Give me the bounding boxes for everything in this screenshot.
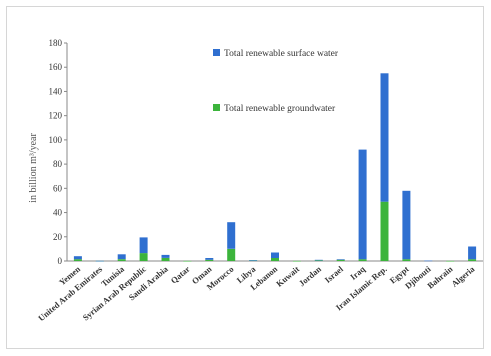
x-tick-label: Jordan — [297, 264, 324, 289]
x-tick-label: Qatar — [169, 264, 192, 286]
bar-segment-groundwater — [271, 258, 279, 261]
bar-segment-groundwater — [161, 258, 170, 261]
bar-segment-groundwater — [446, 260, 455, 262]
bar-segment-groundwater — [380, 201, 389, 261]
y-tick-label: 100 — [49, 135, 63, 145]
bar-segment-surface-water — [336, 259, 345, 260]
bar-segment-surface-water — [468, 246, 477, 260]
bars — [73, 73, 477, 262]
bar-segment-groundwater — [468, 259, 477, 261]
bar-segment-surface-water — [249, 260, 258, 261]
y-tick-label: 60 — [53, 183, 63, 193]
bar-segment-surface-water — [358, 149, 367, 260]
bar-segment-surface-water — [161, 254, 170, 258]
y-tick-label: 80 — [53, 159, 63, 169]
bar-segment-groundwater — [139, 253, 148, 261]
bar-segment-groundwater — [73, 259, 82, 261]
bar-segment-groundwater — [117, 259, 126, 261]
y-tick-label: 20 — [53, 232, 63, 242]
chart-frame — [6, 6, 484, 349]
bar-segment-surface-water — [402, 190, 411, 260]
legend-swatch — [213, 104, 220, 111]
bar-segment-groundwater — [336, 259, 345, 261]
bar-segment-surface-water — [227, 222, 236, 249]
x-tick-label: Algeria — [449, 263, 477, 288]
bar-segment-surface-water — [424, 260, 433, 262]
bar-segment-groundwater — [292, 260, 301, 262]
y-tick-label: 120 — [49, 111, 63, 121]
bar-segment-surface-water — [139, 237, 148, 254]
legend: Total renewable surface water Total renew… — [213, 48, 339, 114]
legend-label: Total renewable surface water — [224, 48, 339, 59]
y-tick-label: 0 — [58, 256, 63, 266]
y-tick-label: 160 — [49, 62, 63, 72]
legend-label: Total renewable groundwater — [224, 104, 336, 114]
bar-segment-surface-water — [380, 73, 389, 202]
bar-segment-groundwater — [205, 259, 214, 261]
x-tick-label: Bahrain — [425, 264, 454, 291]
y-tick-label: 140 — [49, 86, 63, 96]
bar-segment-surface-water — [271, 252, 279, 258]
x-tick-label: Kuwait — [274, 264, 301, 289]
y-axis-label: in billion m³/year — [28, 133, 39, 203]
bar-segment-groundwater — [358, 259, 367, 261]
y-tick-label: 40 — [53, 208, 63, 218]
bar-segment-groundwater — [402, 259, 411, 261]
bar-segment-surface-water — [73, 256, 82, 260]
bar-segment-surface-water — [95, 260, 104, 262]
y-axis: 0 20 40 60 80 100 120 140 160 180 — [49, 38, 483, 266]
bar-segment-surface-water — [205, 258, 214, 260]
x-tick-label: Israel — [323, 263, 346, 284]
bar-segment-surface-water — [314, 259, 323, 261]
bar-segment-groundwater — [183, 260, 192, 262]
y-tick-label: 180 — [49, 38, 63, 48]
legend-swatch — [213, 49, 220, 56]
bar-segment-groundwater — [227, 248, 236, 261]
bar-segment-surface-water — [117, 254, 126, 260]
bar-segment-groundwater — [314, 260, 323, 261]
